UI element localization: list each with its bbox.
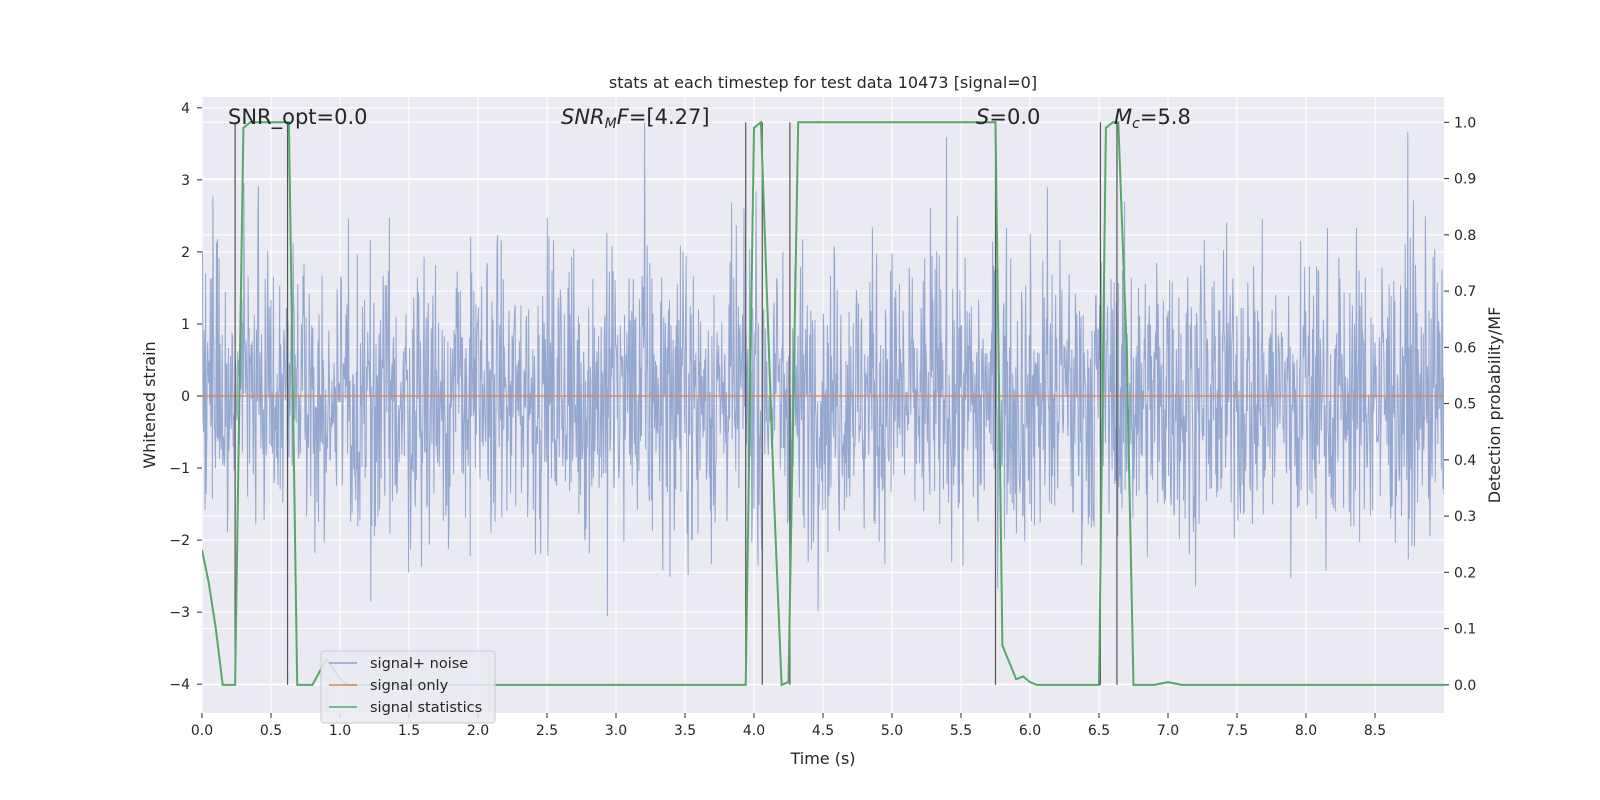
legend-label-signal-plus-noise: signal+ noise [370,656,468,672]
annotation-snr-mf-value: [4.27] [646,105,709,129]
annotation-stat-s-suffix: = [989,105,1007,129]
x-tick-label-1: 0.5 [260,723,282,739]
x-tick-label-15: 7.5 [1226,723,1248,739]
y-right-tick-label-3: 0.3 [1454,509,1476,525]
y-left-tick-label-4: 0 [181,389,190,405]
annotation-chirp-mass-value: 5.8 [1157,105,1190,129]
legend-label-signal-only: signal only [370,678,449,694]
vertical-markers [234,122,1118,685]
series-signal-plus-noise [202,122,1444,617]
x-tick-label-11: 5.5 [950,723,972,739]
y-right-axis-label: Detection probability/MF [1485,307,1504,504]
y-right-tick-label-7: 0.7 [1454,284,1476,300]
annotation-snr-mf-sub: M [605,116,617,132]
annotation-snr-opt-value: 0.0 [334,105,367,129]
y-right-tick-label-5: 0.5 [1454,397,1476,413]
x-tick-label-8: 4.0 [743,723,765,739]
x-tick-label-6: 3.0 [605,723,627,739]
y-right-tick-label-6: 0.6 [1454,340,1476,356]
x-tick-label-7: 3.5 [674,723,696,739]
annotation-chirp-mass-sub: c [1132,116,1140,132]
annotation-chirp-mass: Mc=5.8 [1114,105,1191,132]
annotation-snr-mf: SNRMF=[4.27] [561,105,710,132]
annotation-stat-s-prefix: S [976,105,989,129]
x-tick-label-9: 4.5 [812,723,834,739]
y-left-tick-label-2: −2 [169,533,190,549]
x-tick-label-13: 6.5 [1088,723,1110,739]
annotation-chirp-mass-suffix: = [1140,105,1158,129]
y-left-axis-label: Whitened strain [140,341,159,468]
chart-title: stats at each timestep for test data 104… [609,73,1037,92]
y-right-tick-label-8: 0.8 [1454,228,1476,244]
annotation-snr-mf-suffix: F= [617,105,647,129]
y-right-tick-label-4: 0.4 [1454,453,1476,469]
annotations: SNR_opt=0.0 SNRMF=[4.27] S=0.0 Mc=5.8 [228,105,1191,132]
y-left-tick-label-0: −4 [169,677,190,693]
annotation-chirp-mass-prefix: M [1114,105,1132,129]
legend: signal+ noise signal only signal statist… [320,650,496,724]
annotation-stat-s-value: 0.0 [1007,105,1040,129]
x-tick-label-2: 1.0 [329,723,351,739]
x-tick-label-4: 2.0 [467,723,489,739]
x-axis-label: Time (s) [789,749,855,768]
y-left-axis-ticks: −4 −3 −2 −1 0 1 2 3 4 [169,101,202,693]
x-tick-label-5: 2.5 [536,723,558,739]
annotation-snr-opt: SNR_opt=0.0 [228,105,368,130]
y-left-tick-label-7: 3 [181,173,190,189]
x-tick-label-16: 8.0 [1295,723,1317,739]
y-right-tick-label-9: 0.9 [1454,172,1476,188]
x-tick-label-12: 6.0 [1019,723,1041,739]
y-left-tick-label-8: 4 [181,101,190,117]
annotation-snr-mf-prefix: SNR [561,105,605,129]
y-right-axis-ticks: 0.0 0.1 0.2 0.3 0.4 0.5 0.6 0.7 0.8 0.9 1.0 [1444,115,1476,694]
series-signal-statistics [202,120,1444,687]
y-right-tick-label-1: 0.1 [1454,622,1476,638]
x-axis-ticks: 0.0 0.5 1.0 1.5 2.0 2.5 3.0 3.5 4.0 4.5 5.0 5.5 6.0 6… [191,713,1386,739]
annotation-stat-s: S=0.0 [976,105,1040,129]
y-left-tick-label-1: −3 [169,605,190,621]
legend-box [320,650,496,724]
y-left-tick-label-6: 2 [181,245,190,261]
x-tick-label-10: 5.0 [881,723,903,739]
annotation-snr-opt-prefix: SNR_opt= [228,105,334,130]
y-left-tick-label-3: −1 [169,461,190,477]
x-tick-label-17: 8.5 [1364,723,1386,739]
y-right-tick-label-10: 1.0 [1454,115,1476,131]
x-tick-label-0: 0.0 [191,723,213,739]
x-tick-label-3: 1.5 [398,723,420,739]
y-right-tick-label-2: 0.2 [1454,565,1476,581]
x-tick-label-14: 7.0 [1157,723,1179,739]
y-left-tick-label-5: 1 [181,317,190,333]
y-right-tick-label-0: 0.0 [1454,678,1476,694]
legend-label-signal-statistics: signal statistics [370,700,482,716]
